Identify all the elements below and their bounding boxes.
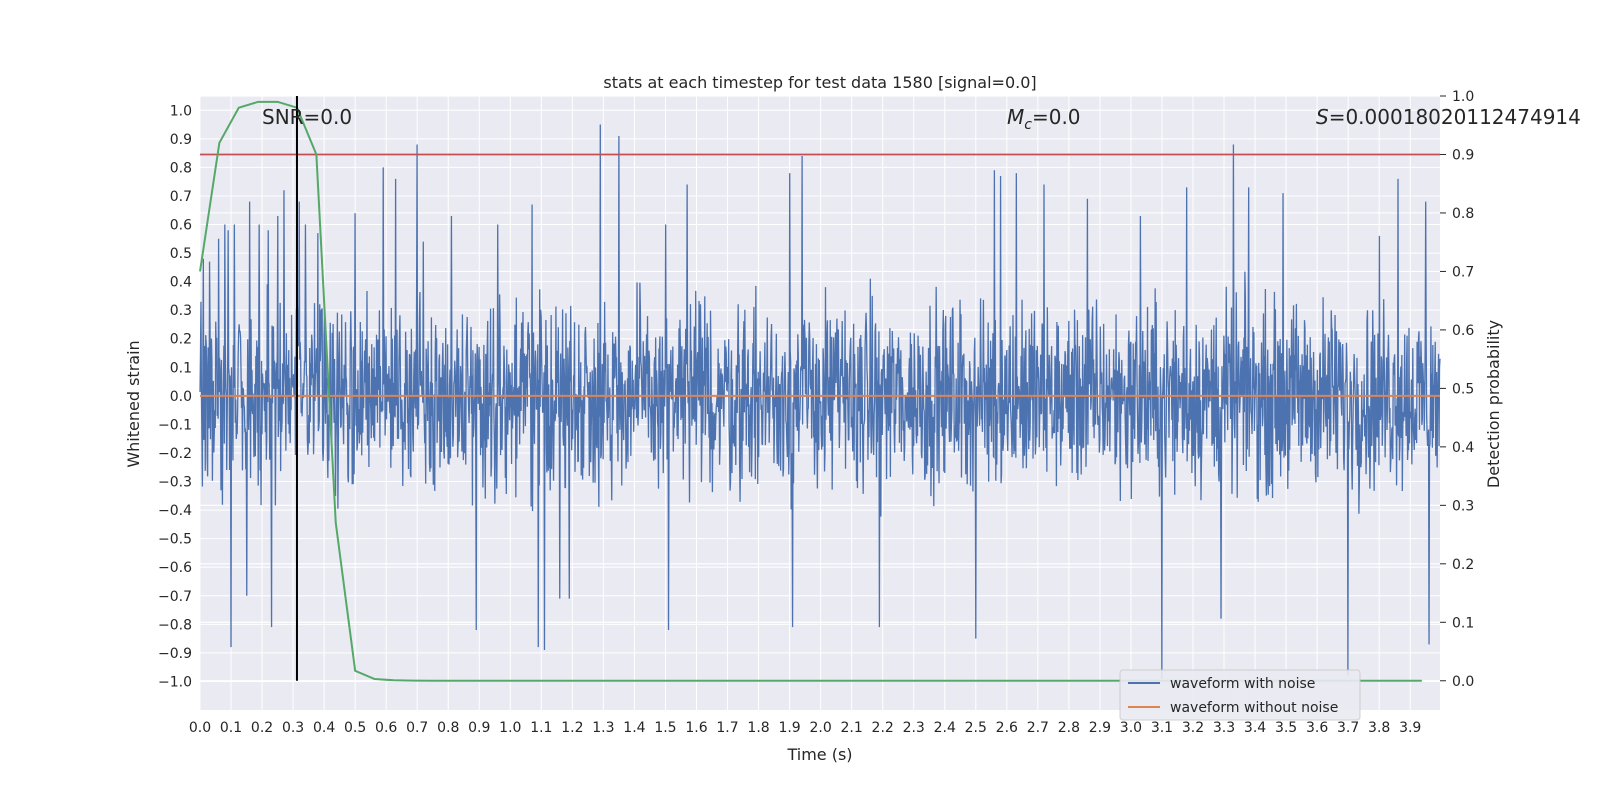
mc-annotation: Mc=0.0 — [1007, 105, 1081, 133]
x-tick-label: 1.4 — [623, 720, 645, 736]
x-tick-labels: 0.0 0.1 0.2 0.3 0.4 0.5 0.6 0.7 0.8 0.9 1.0 1.1 1.2 1… — [189, 720, 1421, 736]
x-tick-label: 0.2 — [251, 720, 273, 736]
chart-title: stats at each timestep for test data 158… — [603, 73, 1036, 92]
x-tick-label: 1.6 — [685, 720, 707, 736]
y2-tick-label: 0.6 — [1452, 323, 1474, 339]
x-tick-label: 1.0 — [499, 720, 521, 736]
x-tick-label: 2.2 — [872, 720, 894, 736]
detection-probability-series — [199, 100, 1422, 682]
legend-label-waveform-with-noise: waveform with noise — [1170, 676, 1315, 692]
y-tick-label: 0.7 — [170, 189, 192, 205]
y-tick-label: 0.9 — [170, 132, 192, 148]
y-axis-label: Whitened strain — [124, 340, 143, 467]
x-tick-label: 0.7 — [406, 720, 428, 736]
y-tick-label: 0.2 — [170, 332, 192, 348]
x-tick-label: 1.5 — [654, 720, 676, 736]
snr-annotation: SNR=0.0 — [262, 105, 352, 129]
y-tick-label: −0.1 — [158, 417, 192, 433]
x-tick-label: 2.5 — [965, 720, 987, 736]
mc-value: =0.0 — [1032, 105, 1081, 129]
s-symbol: S — [1316, 105, 1329, 129]
x-tick-label: 3.7 — [1337, 720, 1359, 736]
y-tick-label: −0.7 — [158, 589, 192, 605]
y2-tick-label: 1.0 — [1452, 89, 1474, 105]
x-tick-label: 1.2 — [561, 720, 583, 736]
x-tick-label: 0.5 — [344, 720, 366, 736]
x-tick-label: 1.7 — [716, 720, 738, 736]
y2-tick-label: 0.8 — [1452, 206, 1474, 222]
y-tick-label: −0.4 — [158, 503, 192, 519]
y-tick-label: 0.5 — [170, 246, 192, 262]
y-tick-label: −1.0 — [158, 674, 192, 690]
x-tick-label: 2.6 — [996, 720, 1018, 736]
y2-tick-label: 0.0 — [1452, 674, 1474, 690]
x-tick-label: 2.7 — [1027, 720, 1049, 736]
x-tick-label: 1.9 — [778, 720, 800, 736]
x-tick-label: 2.3 — [903, 720, 925, 736]
y-tick-label: −0.8 — [158, 617, 192, 633]
y-tick-label: 1.0 — [170, 103, 192, 119]
x-tick-label: 0.6 — [375, 720, 397, 736]
y-tick-labels: 1.0 0.9 0.8 0.7 0.6 0.5 0.4 0.3 0.2 0.1 0.0 −0.1 −0.… — [158, 103, 192, 690]
s-annotation: S=0.00018020112474914 — [1316, 105, 1581, 129]
y2-tick-label: 0.4 — [1452, 440, 1474, 456]
x-tick-label: 3.4 — [1244, 720, 1266, 736]
legend-box — [1119, 669, 1361, 721]
y2-tick-labels: 1.0 0.9 0.8 0.7 0.6 0.5 0.4 0.3 0.2 0.1 0.0 — [1440, 89, 1474, 690]
legend: waveform with noise waveform without noi… — [1119, 669, 1361, 721]
waveform-with-noise-line — [199, 124, 1441, 679]
y-tick-label: 0.6 — [170, 218, 192, 234]
x-tick-label: 0.1 — [220, 720, 242, 736]
x-tick-label: 3.9 — [1399, 720, 1421, 736]
x-tick-label: 3.6 — [1306, 720, 1328, 736]
y-tick-label: −0.9 — [158, 646, 192, 662]
y2-tick-label: 0.2 — [1452, 557, 1474, 573]
x-tick-label: 3.3 — [1213, 720, 1235, 736]
y2-tick-label: 0.9 — [1452, 147, 1474, 163]
x-tick-label: 3.1 — [1151, 720, 1173, 736]
y2-tick-label: 0.3 — [1452, 498, 1474, 514]
legend-label-waveform-without-noise: waveform without noise — [1170, 700, 1338, 716]
detection-probability-line — [199, 100, 1422, 682]
y-tick-label: −0.2 — [158, 446, 192, 462]
x-tick-label: 3.5 — [1275, 720, 1297, 736]
mc-subscript: c — [1024, 117, 1032, 133]
x-tick-label: 0.3 — [282, 720, 304, 736]
y-tick-label: 0.3 — [170, 303, 192, 319]
x-tick-label: 1.8 — [747, 720, 769, 736]
y-tick-label: 0.8 — [170, 160, 192, 176]
x-tick-label: 3.0 — [1120, 720, 1142, 736]
x-tick-label: 0.9 — [468, 720, 490, 736]
x-tick-label: 1.3 — [592, 720, 614, 736]
x-tick-label: 2.4 — [934, 720, 956, 736]
x-tick-label: 2.9 — [1089, 720, 1111, 736]
y2-tick-label: 0.1 — [1452, 615, 1474, 631]
s-value: =0.00018020112474914 — [1329, 105, 1581, 129]
y-tick-label: −0.5 — [158, 532, 192, 548]
y-tick-label: 0.4 — [170, 275, 192, 291]
x-tick-label: 3.2 — [1182, 720, 1204, 736]
y-tick-label: −0.3 — [158, 475, 192, 491]
x-tick-label: 0.8 — [437, 720, 459, 736]
y2-tick-label: 0.5 — [1452, 381, 1474, 397]
y-tick-label: 0.0 — [170, 389, 192, 405]
mc-symbol: M — [1007, 105, 1024, 129]
x-tick-label: 2.0 — [809, 720, 831, 736]
y-tick-label: −0.6 — [158, 560, 192, 576]
x-tick-label: 2.1 — [841, 720, 863, 736]
x-tick-label: 0.0 — [189, 720, 211, 736]
x-tick-label: 3.8 — [1368, 720, 1390, 736]
waveform-with-noise-series — [199, 124, 1441, 679]
y2-axis-label: Detection probability — [1484, 320, 1503, 488]
x-axis-label: Time (s) — [786, 745, 852, 764]
x-tick-label: 0.4 — [313, 720, 335, 736]
y2-tick-label: 0.7 — [1452, 264, 1474, 280]
x-tick-label: 1.1 — [530, 720, 552, 736]
x-tick-label: 2.8 — [1058, 720, 1080, 736]
y-tick-label: 0.1 — [170, 360, 192, 376]
